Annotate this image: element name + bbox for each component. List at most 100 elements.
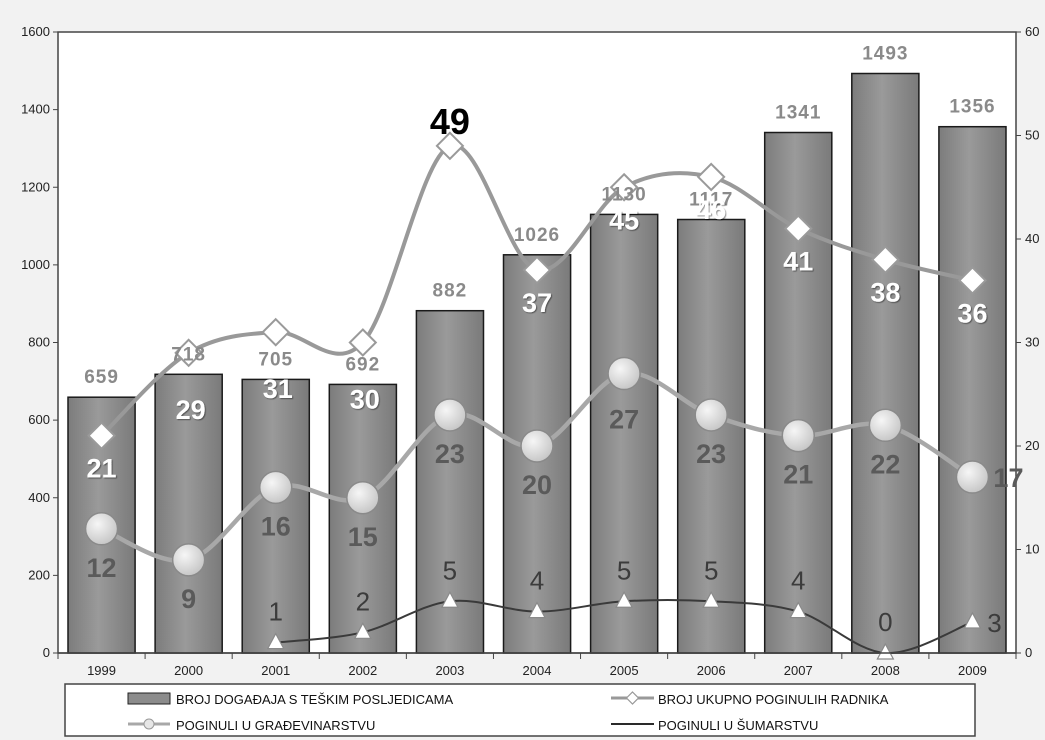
total-deaths-label: 31 xyxy=(263,374,293,404)
forestry-deaths-label: 3 xyxy=(987,608,1001,638)
x-tick-label: 2007 xyxy=(784,663,813,678)
triangle-marker xyxy=(440,590,459,608)
forestry-deaths-label: 4 xyxy=(530,566,544,596)
diamond-marker xyxy=(609,172,639,202)
diamond-marker xyxy=(174,338,204,368)
y-right-tick-label: 50 xyxy=(1025,128,1039,143)
y-left-tick-label: 200 xyxy=(28,567,50,582)
triangle-marker xyxy=(353,622,372,639)
diamond-marker xyxy=(870,245,900,275)
y-left-tick-label: 800 xyxy=(28,335,50,350)
circle-marker xyxy=(171,543,206,577)
construction-deaths-label: 22 xyxy=(870,449,900,479)
forestry-deaths-label: 5 xyxy=(704,555,718,585)
triangle-marker xyxy=(789,601,808,619)
legend-label-construction: POGINULI U GRAĐEVINARSTVU xyxy=(176,718,375,733)
triangle-marker xyxy=(876,642,895,660)
total-deaths-label: 29 xyxy=(176,395,206,425)
construction-deaths-label: 9 xyxy=(181,584,196,614)
bar xyxy=(676,218,746,654)
x-tick-label: 2000 xyxy=(174,663,203,678)
triangle-marker xyxy=(963,611,982,629)
bar xyxy=(851,72,920,654)
diamond-marker xyxy=(696,162,726,192)
construction-deaths-label: 20 xyxy=(522,470,552,500)
bar-value-label: 1493 xyxy=(862,44,908,65)
total-deaths-label: 36 xyxy=(957,298,987,328)
y-right-tick-label: 40 xyxy=(1025,231,1039,246)
legend-label-forestry: POGINULI U ŠUMARSTVU xyxy=(658,718,818,733)
forestry-deaths-label: 2 xyxy=(356,586,370,616)
total-deaths-label: 41 xyxy=(783,247,813,277)
y-right-tick-label: 20 xyxy=(1025,438,1039,453)
x-tick-label: 2001 xyxy=(261,663,290,678)
circle-marker xyxy=(694,398,728,432)
x-tick-label: 2003 xyxy=(435,663,464,678)
forestry-deaths-label: 5 xyxy=(443,555,457,585)
y-left-tick-label: 1200 xyxy=(21,179,50,194)
y-right-tick-label: 0 xyxy=(1025,645,1032,660)
y-right-tick-label: 30 xyxy=(1025,335,1039,350)
bar xyxy=(938,125,1007,654)
y-left-tick-label: 1400 xyxy=(21,102,50,117)
diamond-marker xyxy=(348,328,378,357)
construction-deaths-label: 23 xyxy=(435,439,465,469)
forestry-deaths-label: 4 xyxy=(791,566,805,596)
forestry-deaths-label: 1 xyxy=(268,597,282,627)
legend-circle-icon xyxy=(143,718,155,730)
total-deaths-label: 30 xyxy=(350,385,380,415)
lines-layer xyxy=(84,131,990,660)
circle-marker xyxy=(781,418,816,453)
bar-value-label: 705 xyxy=(258,349,293,370)
bar xyxy=(589,213,659,654)
y-left-tick-label: 1000 xyxy=(21,257,50,272)
construction-deaths-label: 15 xyxy=(348,522,378,552)
total-deaths-label: 46 xyxy=(696,195,726,225)
x-tick-label: 2008 xyxy=(871,663,900,678)
legend-label-total: BROJ UKUPNO POGINULIH RADNIKA xyxy=(658,692,889,707)
triangle-marker xyxy=(528,601,546,619)
circle-marker xyxy=(868,408,903,443)
total-deaths-label: 45 xyxy=(609,205,639,235)
triangle-marker xyxy=(266,632,285,650)
diamond-marker xyxy=(783,214,813,244)
diamond-marker xyxy=(87,421,116,451)
construction-deaths-label: 12 xyxy=(87,553,117,583)
forestry-deaths-label: 5 xyxy=(617,555,631,585)
diamond-marker xyxy=(522,255,552,285)
construction-deaths-label: 23 xyxy=(696,439,726,469)
forestry-deaths-label: 0 xyxy=(878,607,892,637)
x-tick-label: 2002 xyxy=(348,663,377,678)
construction-deaths-label: 21 xyxy=(783,460,813,490)
y-left-tick-label: 600 xyxy=(28,412,50,427)
legend-label-events: BROJ DOGAĐAJA S TEŠKIM POSLJEDICAMA xyxy=(176,692,453,707)
bar-value-label: 1130 xyxy=(601,184,646,205)
axes-layer: 0200400600800100012001400160001020304050… xyxy=(21,24,1039,678)
x-tick-label: 2004 xyxy=(523,663,552,678)
bar-value-label: 1356 xyxy=(949,97,995,118)
legend-swatch-bar xyxy=(127,692,171,705)
x-tick-label: 1999 xyxy=(87,663,116,678)
construction-deaths-label: 27 xyxy=(609,405,639,435)
y-right-tick-label: 60 xyxy=(1025,24,1039,39)
total-deaths-label: 21 xyxy=(87,454,117,484)
circle-marker xyxy=(520,429,554,463)
bars-layer xyxy=(67,72,1007,654)
y-left-tick-label: 1600 xyxy=(21,24,50,39)
bar-value-label: 1026 xyxy=(514,225,560,246)
construction-deaths-label: 16 xyxy=(261,511,291,541)
x-tick-label: 2009 xyxy=(958,663,987,678)
triangle-marker xyxy=(702,590,721,608)
circle-marker xyxy=(955,460,990,494)
bar-value-label: 718 xyxy=(171,344,206,365)
y-left-tick-label: 400 xyxy=(28,490,50,505)
circle-marker xyxy=(258,470,293,505)
x-tick-label: 2006 xyxy=(697,663,726,678)
x-tick-label: 2005 xyxy=(610,663,639,678)
y-left-tick-label: 0 xyxy=(43,645,50,660)
bar-value-label: 1341 xyxy=(775,103,821,124)
bar-value-label: 882 xyxy=(433,281,468,302)
